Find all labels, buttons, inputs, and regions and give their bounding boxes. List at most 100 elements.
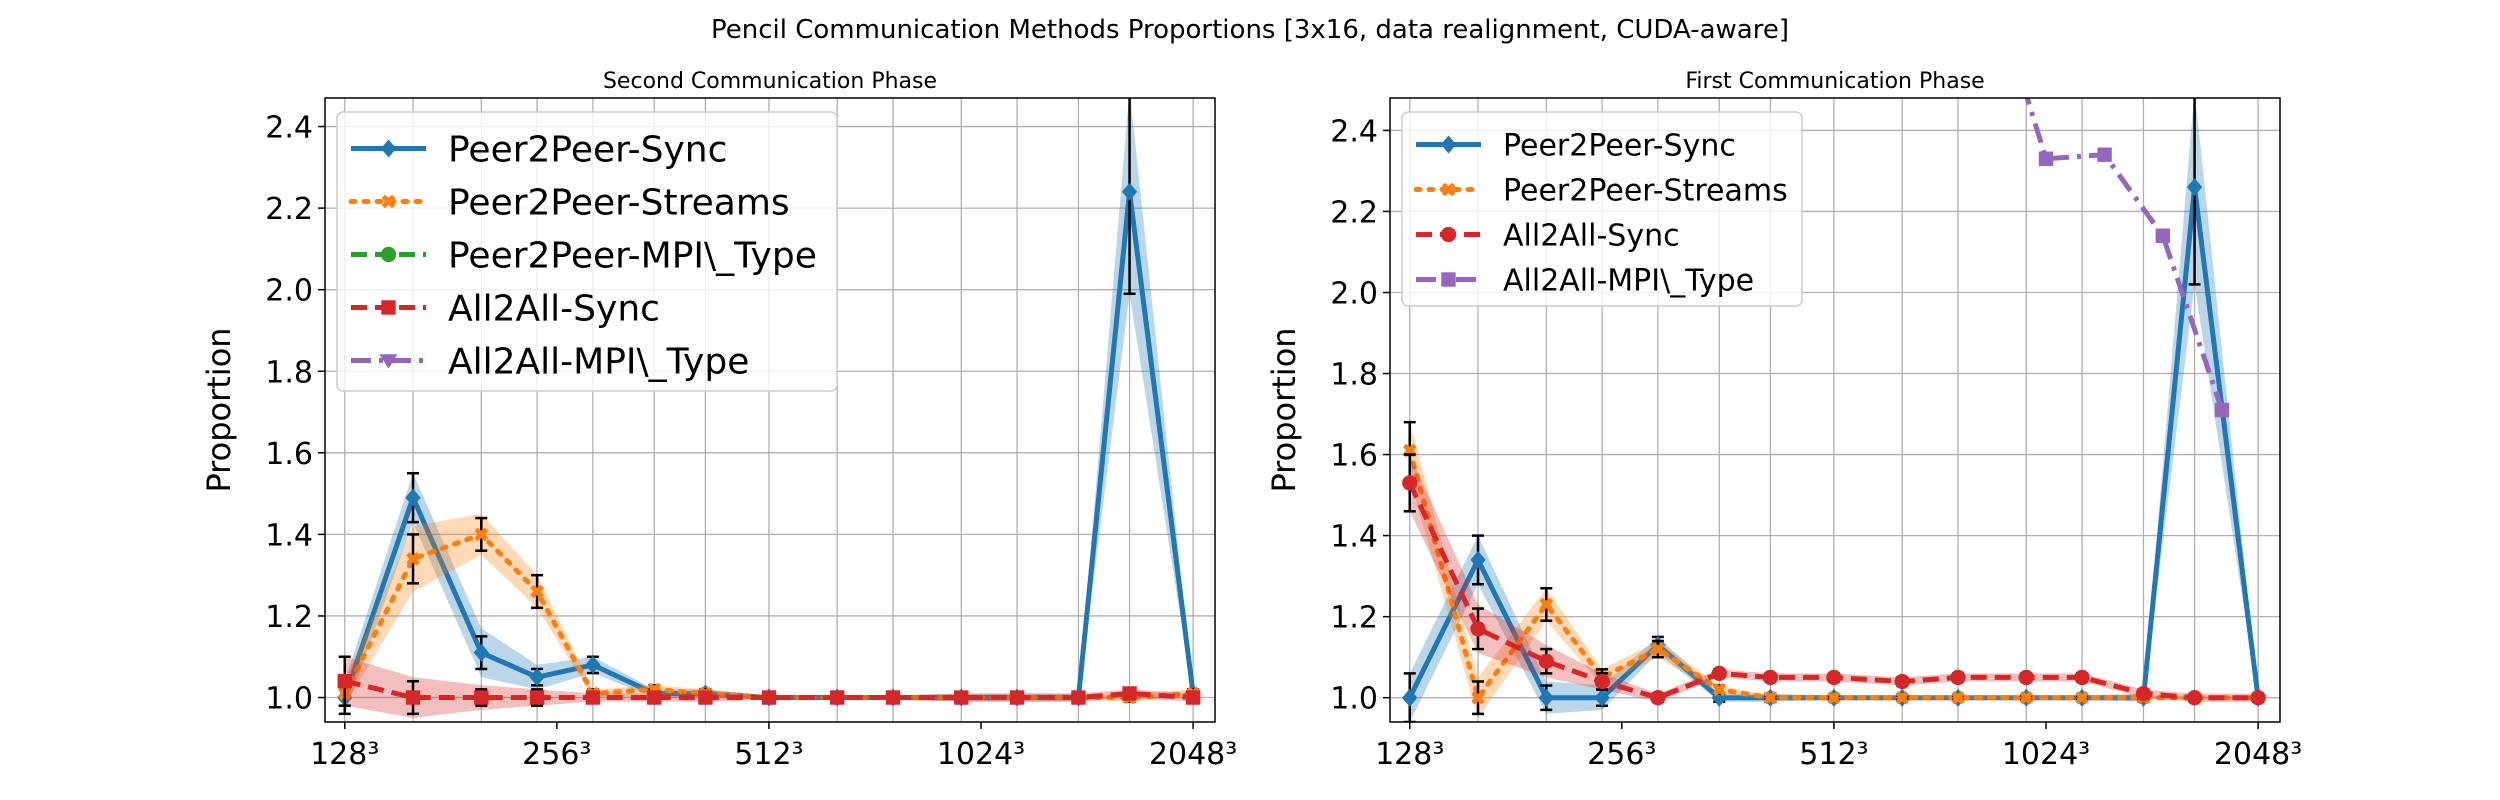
legend-label: All2All-Sync [1503,218,1680,253]
data-point [1827,690,1841,705]
y-tick-label: 2.2 [265,192,313,227]
figure-suptitle: Pencil Communication Methods Proportions… [711,15,1789,45]
x-tick-label: 512³ [734,737,803,772]
series-line [344,678,1194,701]
data-point [405,488,421,507]
y-tick-label: 2.4 [1330,114,1378,149]
data-point [1539,597,1554,612]
y-tick-label: 1.6 [1330,439,1378,474]
legend-label: Peer2Peer-MPI\_Type [448,235,817,276]
y-tick-label: 2.2 [1330,195,1378,230]
data-point [1712,682,1727,697]
data-point [1538,688,1554,707]
data-point [1538,653,1554,669]
x-tick-label: 1024³ [937,737,1025,772]
data-point [698,690,713,705]
data-point [2155,228,2171,243]
legend-marker [1441,272,1456,287]
data-point [2018,669,2034,686]
chart-title: Second Communication Phase [603,69,937,94]
legend-label: All2All-Sync [448,288,660,329]
x-tick-label: 2048³ [2214,737,2302,772]
data-point [829,690,845,705]
data-point [1763,690,1778,705]
legend-frame [1401,111,1803,307]
x-tick-label: 256³ [522,737,591,772]
data-point [1895,690,1909,705]
data-point [2038,151,2054,166]
x-tick-label: 128³ [310,737,379,772]
y-tick-label: 1.0 [1330,682,1378,717]
data-point [585,655,601,674]
series-all2all-sync [1402,453,2266,706]
y-tick-label: 2.0 [265,274,313,309]
data-point [1950,669,1966,686]
data-point [1009,690,1025,705]
series-peer2peer-streams [1402,420,2265,718]
data-point [1826,669,1842,686]
data-point [1402,688,1418,707]
legend-marker [380,139,397,158]
y-tick-label: 1.8 [265,355,313,390]
x-tick-label: 128³ [1375,737,1444,772]
legend-marker [381,300,396,315]
data-point [2075,690,2089,705]
chart-second-communication-phase: Second Communication Phase 1.0 1.2 1.4 1.6 1.… [200,69,1237,772]
data-point [529,690,545,705]
chart-title: First Communication Phase [1685,69,1984,94]
data-layer [337,98,1201,718]
x-tick-label: 1024³ [2002,737,2090,772]
data-point [2186,690,2203,706]
y-tick-label: 1.0 [265,682,313,717]
plot-frame [324,97,1216,723]
data-point [1470,621,1486,637]
series-all2all-sync [337,655,1201,718]
legend: Peer2Peer-Sync Peer2Peer-Streams All2All-S… [1401,111,1803,307]
data-point [1122,686,1137,701]
data-point [1762,669,1779,686]
data-point [1651,642,1665,656]
data-point [885,690,901,705]
data-point [473,643,489,662]
confidence-band [344,514,1194,706]
data-point [2097,147,2112,162]
data-point [530,584,544,599]
data-point [2186,178,2203,197]
data-point [405,690,421,705]
y-tick-label: 1.6 [265,437,313,472]
data-point [1594,673,1610,690]
data-point [2019,690,2034,705]
data-point [954,690,969,705]
data-point [337,674,352,689]
confidence-band [1409,422,2259,718]
data-point [1992,2,2006,16]
y-tick-label: 2.0 [1330,276,1378,311]
data-point [529,668,545,687]
data-point [1185,690,1201,705]
data-point [1402,475,1418,491]
data-point [2135,685,2152,702]
confidence-band [344,656,1194,718]
data-point [647,690,662,705]
x-tick-label: 2048³ [1149,737,1237,772]
plot-frame [1389,97,2281,723]
legend-marker [1441,182,1456,197]
data-layer [1402,2,2266,722]
data-point [1951,690,1965,705]
data-point [1711,665,1727,682]
legend-label: Peer2Peer-Sync [1503,128,1736,163]
data-point [1071,690,1086,705]
data-point [1121,182,1138,201]
data-point [2074,669,2090,686]
data-point [474,690,489,705]
data-point [761,690,777,705]
legend-marker [1440,226,1457,243]
data-point [1594,688,1610,707]
y-tick-label: 1.8 [1330,358,1378,393]
data-point [406,552,420,566]
data-point [1650,690,1666,706]
legend-marker [379,354,398,369]
y-tick-label: 1.2 [1330,601,1378,636]
data-point [2250,690,2266,706]
